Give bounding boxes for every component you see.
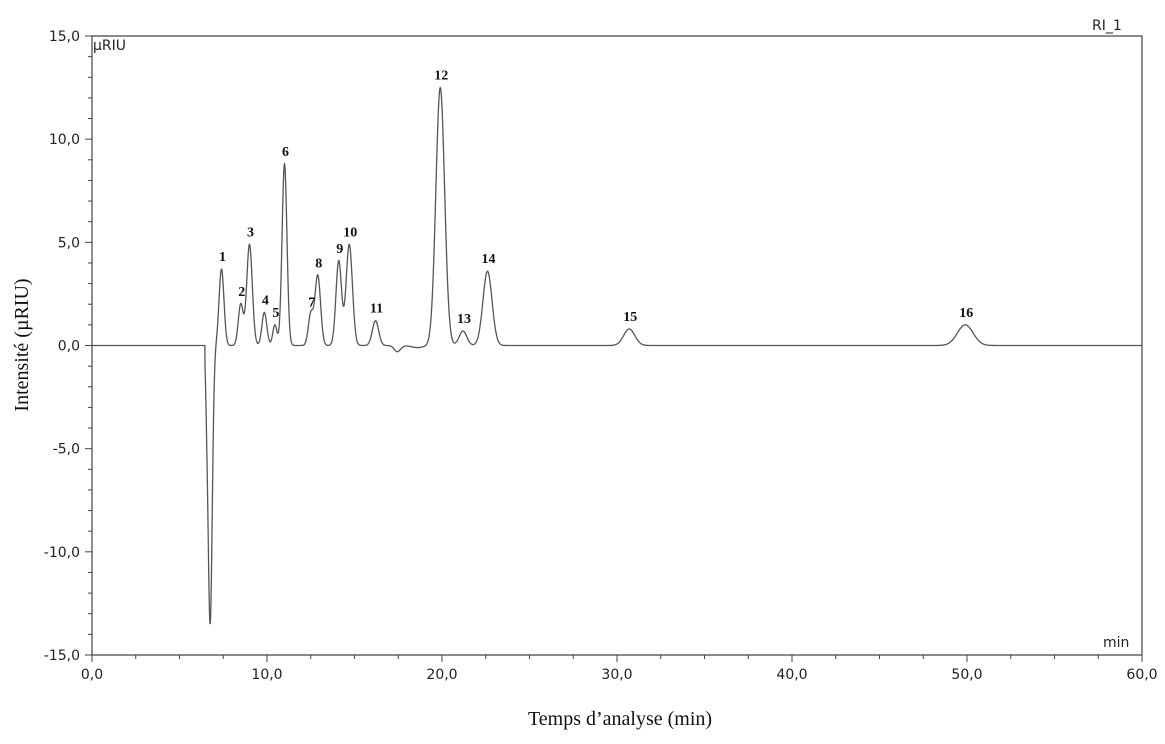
y-tick-label: 15,0 [49, 29, 80, 45]
chromatogram-trace [92, 86, 1142, 625]
y-unit-label: µRIU [93, 38, 126, 54]
x-tick-label: 20,0 [426, 667, 457, 683]
y-tick-label: 0,0 [58, 339, 80, 355]
x-axis-title: Temps d’analyse (min) [528, 708, 712, 730]
x-tick-label: 30,0 [601, 667, 632, 683]
plot-frame [91, 35, 1143, 655]
peak-label-12: 12 [434, 69, 448, 84]
y-tick-label: -10,0 [44, 545, 80, 561]
peak-label-7: 7 [308, 296, 315, 311]
x-axis: 0,0 10,0 20,0 30,0 40,0 50,0 60,0 [81, 654, 1158, 683]
y-tick-label: -15,0 [44, 648, 80, 664]
y-tick-label: -5,0 [53, 442, 80, 458]
x-tick-label: 40,0 [776, 667, 807, 683]
x-tick-label: 10,0 [251, 667, 282, 683]
x-tick-label: 60,0 [1126, 667, 1157, 683]
peak-label-14: 14 [482, 252, 496, 267]
channel-label: RI_1 [1092, 18, 1122, 34]
peak-label-2: 2 [238, 285, 245, 300]
peak-label-5: 5 [272, 306, 279, 321]
peak-label-8: 8 [315, 256, 322, 271]
peak-label-16: 16 [959, 306, 973, 321]
y-tick-label: 5,0 [58, 235, 80, 251]
x-unit-label: min [1103, 635, 1129, 651]
peak-label-3: 3 [247, 225, 254, 240]
peak-label-10: 10 [343, 225, 357, 240]
peak-label-9: 9 [336, 242, 343, 257]
y-axis: 15,0 10,0 5,0 0,0 -5,0 -10,0 -15,0 [44, 29, 92, 664]
y-axis-title: Intensité (µRIU) [11, 278, 33, 411]
x-tick-label: 0,0 [81, 667, 103, 683]
peak-label-11: 11 [370, 302, 383, 317]
peak-label-1: 1 [219, 250, 226, 265]
peak-label-15: 15 [623, 310, 637, 325]
peak-label-6: 6 [282, 145, 289, 160]
peak-label-4: 4 [262, 293, 269, 308]
y-tick-label: 10,0 [49, 132, 80, 148]
x-tick-label: 50,0 [951, 667, 982, 683]
peak-label-13: 13 [457, 312, 471, 327]
frame-outline [91, 35, 1143, 655]
